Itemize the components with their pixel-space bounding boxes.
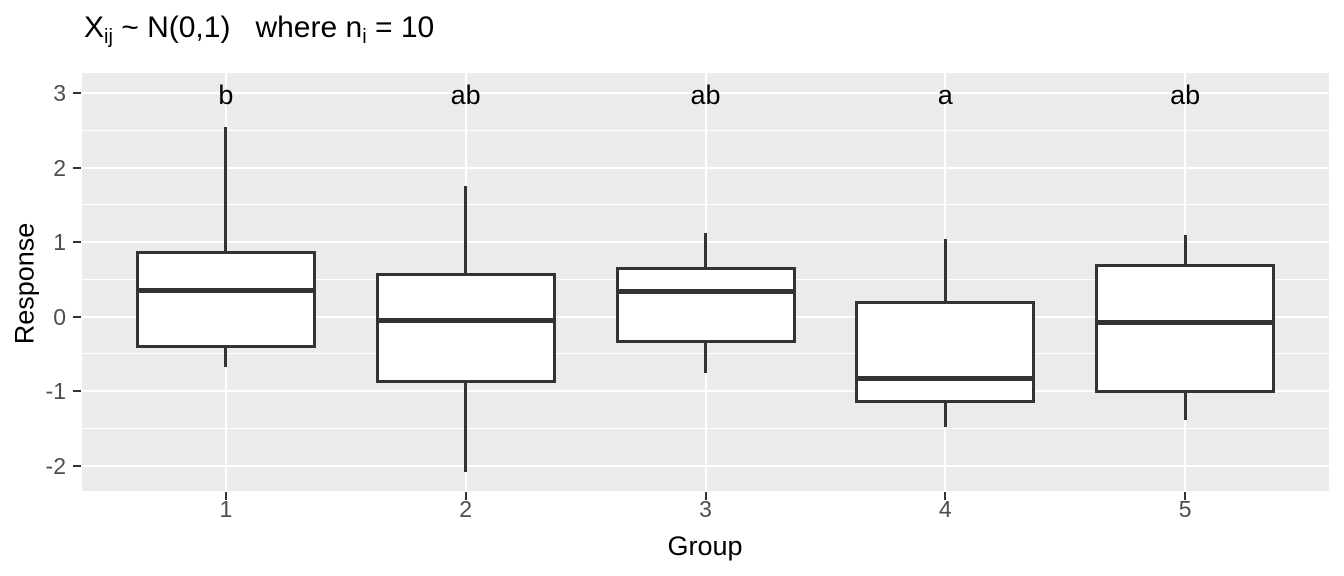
upper-whisker (943, 239, 947, 301)
lower-whisker (464, 382, 468, 472)
y-axis-tick (73, 92, 81, 95)
x-axis-label: Group (667, 531, 743, 561)
title-subscript-i: i (362, 26, 367, 48)
y-tick-label: -1 (45, 378, 66, 405)
title-subscript-ij: ij (104, 26, 113, 48)
y-axis-tick (73, 464, 81, 467)
x-axis-tick (704, 492, 707, 500)
y-tick-label: 0 (53, 303, 66, 330)
x-axis-tick (464, 492, 467, 500)
plot-panel: b ab ab a ab (82, 73, 1329, 491)
box (615, 267, 796, 343)
y-axis-tick (73, 241, 81, 244)
lower-whisker (943, 403, 947, 427)
y-axis-label: Response (9, 222, 40, 345)
x-tick-label: 3 (699, 496, 712, 522)
y-tick-label: 2 (53, 154, 66, 181)
significance-letter: ab (450, 80, 481, 111)
box (135, 251, 316, 348)
significance-letter: ab (1170, 80, 1201, 111)
title-distribution: ~ N(0,1) where n (112, 11, 363, 44)
x-axis-tick (1184, 492, 1187, 500)
box (375, 272, 556, 383)
title-x: X (84, 11, 105, 44)
x-tick-label: 2 (459, 496, 473, 522)
median-line (1095, 320, 1276, 326)
significance-letter: a (937, 80, 953, 111)
x-tick-label: 4 (938, 496, 952, 522)
box (1095, 264, 1276, 393)
chart-title: Xij ~ N(0,1) where ni = 10 (84, 8, 434, 51)
median-line (375, 317, 556, 323)
lower-whisker (704, 342, 707, 374)
median-line (135, 288, 316, 294)
title-sample-size: = 10 (366, 11, 435, 44)
y-tick-label: 1 (53, 229, 66, 256)
lower-whisker (224, 347, 228, 367)
box (855, 301, 1036, 404)
x-tick-label: 1 (219, 496, 233, 522)
median-line (855, 375, 1036, 381)
y-axis-tick (73, 315, 81, 318)
significance-letter: b (218, 80, 234, 111)
significance-letter: ab (690, 80, 721, 111)
y-tick-label: -2 (45, 452, 66, 479)
upper-whisker (704, 233, 707, 268)
upper-whisker (464, 185, 468, 273)
y-tick-label: 3 (53, 80, 66, 107)
upper-whisker (1183, 234, 1187, 265)
x-axis-tick (944, 492, 947, 500)
y-axis-tick (73, 390, 81, 393)
x-tick-label: 5 (1178, 496, 1192, 522)
lower-whisker (1183, 392, 1187, 421)
upper-whisker (224, 126, 228, 252)
x-axis-tick (224, 492, 227, 500)
median-line (615, 288, 796, 294)
y-axis-tick (73, 166, 81, 169)
